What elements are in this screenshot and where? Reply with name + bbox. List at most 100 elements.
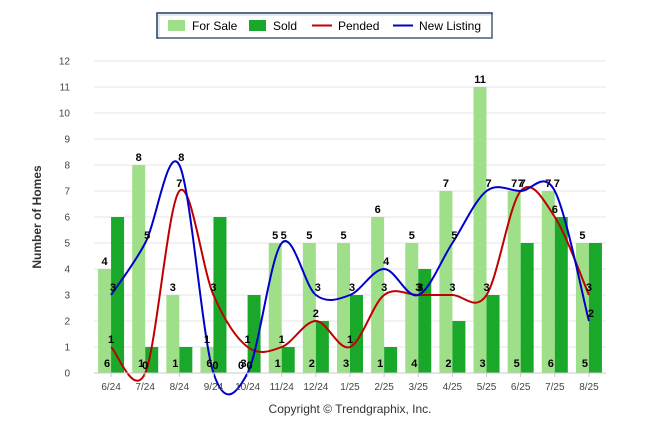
bar-sold xyxy=(247,295,261,373)
legend-swatch-sold xyxy=(249,20,266,31)
y-tick-label: 2 xyxy=(64,317,70,328)
y-tick-label: 0 xyxy=(64,369,70,380)
bar-for-sale xyxy=(337,243,350,373)
legend-label-for-sale: For Sale xyxy=(192,19,238,33)
legend-swatch-for-sale xyxy=(168,20,185,31)
data-label-pended: 1 xyxy=(245,334,251,346)
data-label-new-listing: 7 xyxy=(485,178,491,190)
data-label-new-listing: 3 xyxy=(417,282,423,294)
bar-sold xyxy=(315,321,329,373)
line-marks xyxy=(110,160,590,396)
data-label-for-sale: 5 xyxy=(272,230,278,242)
copyright-credit: Copyright © Trendgraphix, Inc. xyxy=(269,402,432,416)
y-tick-label: 7 xyxy=(64,187,70,198)
y-tick-label: 3 xyxy=(64,291,70,302)
data-label-sold: 3 xyxy=(479,358,485,370)
data-label-for-sale: 8 xyxy=(136,152,142,164)
data-label-for-sale: 11 xyxy=(474,74,486,86)
line-pended xyxy=(110,186,590,382)
data-label-pended: 1 xyxy=(279,334,285,346)
data-label-new-listing: 0 xyxy=(212,360,218,372)
bar-for-sale xyxy=(405,243,419,373)
x-tick-label: 4/25 xyxy=(443,382,463,393)
y-tick-label: 4 xyxy=(64,265,70,276)
data-label-for-sale: 7 xyxy=(443,178,449,190)
data-label-sold: 3 xyxy=(241,358,247,370)
data-label-for-sale: 5 xyxy=(340,230,346,242)
data-label-sold: 1 xyxy=(172,358,178,370)
bar-sold xyxy=(384,347,398,373)
data-label-sold: 1 xyxy=(138,358,144,370)
bar-sold xyxy=(179,347,193,373)
bar-for-sale xyxy=(371,217,385,373)
data-label-pended: 3 xyxy=(483,282,489,294)
data-label-new-listing: 5 xyxy=(451,230,457,242)
data-label-for-sale: 5 xyxy=(579,230,585,242)
data-label-sold: 6 xyxy=(206,358,212,370)
data-label-new-listing: 0 xyxy=(247,360,253,372)
data-label-for-sale: 4 xyxy=(102,256,109,268)
x-tick-label: 6/25 xyxy=(511,382,531,393)
data-label-new-listing: 5 xyxy=(281,230,287,242)
legend-label-sold: Sold xyxy=(273,19,297,33)
line-new-listing xyxy=(110,160,590,396)
bar-for-sale xyxy=(302,243,316,373)
data-label-sold: 3 xyxy=(343,358,349,370)
bar-for-sale xyxy=(439,191,453,373)
data-label-pended: 3 xyxy=(586,282,592,294)
bar-for-sale xyxy=(473,87,487,373)
data-label-pended: 1 xyxy=(347,334,353,346)
legend[interactable]: For Sale Sold Pended New Listing xyxy=(156,12,493,39)
y-axis-title: Number of Homes xyxy=(30,165,44,269)
data-label-new-listing: 7 xyxy=(554,178,560,190)
data-label-new-listing: 3 xyxy=(315,282,321,294)
data-label-for-sale: 7 xyxy=(511,178,517,190)
data-label-sold: 1 xyxy=(377,358,383,370)
data-label-pended: 3 xyxy=(210,282,216,294)
x-tick-label: 10/24 xyxy=(235,382,260,393)
data-label-sold: 5 xyxy=(582,358,588,370)
bar-sold xyxy=(350,295,363,373)
data-label-sold: 6 xyxy=(104,358,110,370)
data-label-for-sale: 6 xyxy=(375,204,381,216)
bar-sold xyxy=(554,217,568,373)
bar-sold xyxy=(213,217,227,373)
y-tick-label: 9 xyxy=(64,135,70,146)
x-tick-label: 9/24 xyxy=(204,382,224,393)
data-label-for-sale: 3 xyxy=(170,282,176,294)
y-tick-label: 5 xyxy=(64,239,70,250)
data-label-sold: 6 xyxy=(548,358,554,370)
x-tick-label: 11/24 xyxy=(270,382,295,393)
bar-for-sale xyxy=(132,165,146,373)
bar-sold xyxy=(145,347,159,373)
y-tick-label: 8 xyxy=(64,161,70,172)
bar-sold xyxy=(520,243,534,373)
bar-for-sale xyxy=(98,269,112,373)
data-label-for-sale: 0 xyxy=(238,360,244,372)
data-label-pended: 7 xyxy=(176,178,182,190)
data-label-pended: 0 xyxy=(142,360,148,372)
x-axis: 6/24 7/24 8/24 9/24 10/24 11/24 12/24 1/25 2/25 3… xyxy=(94,372,606,393)
data-label-for-sale: 1 xyxy=(204,334,210,346)
data-label-new-listing: 8 xyxy=(178,152,184,164)
y-tick-label: 1 xyxy=(64,343,70,354)
bar-sold xyxy=(588,243,602,373)
bar-for-sale xyxy=(268,243,282,373)
data-label-pended: 2 xyxy=(313,308,319,320)
data-label-new-listing: 7 xyxy=(520,178,526,190)
data-label-sold: 2 xyxy=(445,358,451,370)
bar-for-sale xyxy=(541,191,555,373)
data-label-sold: 4 xyxy=(411,358,418,370)
legend-label-new-listing: New Listing xyxy=(419,19,481,33)
bar-for-sale xyxy=(166,295,180,373)
x-tick-label: 12/24 xyxy=(303,382,328,393)
legend-label-pended: Pended xyxy=(338,19,379,33)
data-label-pended: 3 xyxy=(449,282,455,294)
bar-sold xyxy=(452,321,466,373)
x-tick-label: 8/24 xyxy=(170,382,190,393)
x-tick-label: 7/25 xyxy=(545,382,565,393)
bar-for-sale xyxy=(507,191,521,373)
